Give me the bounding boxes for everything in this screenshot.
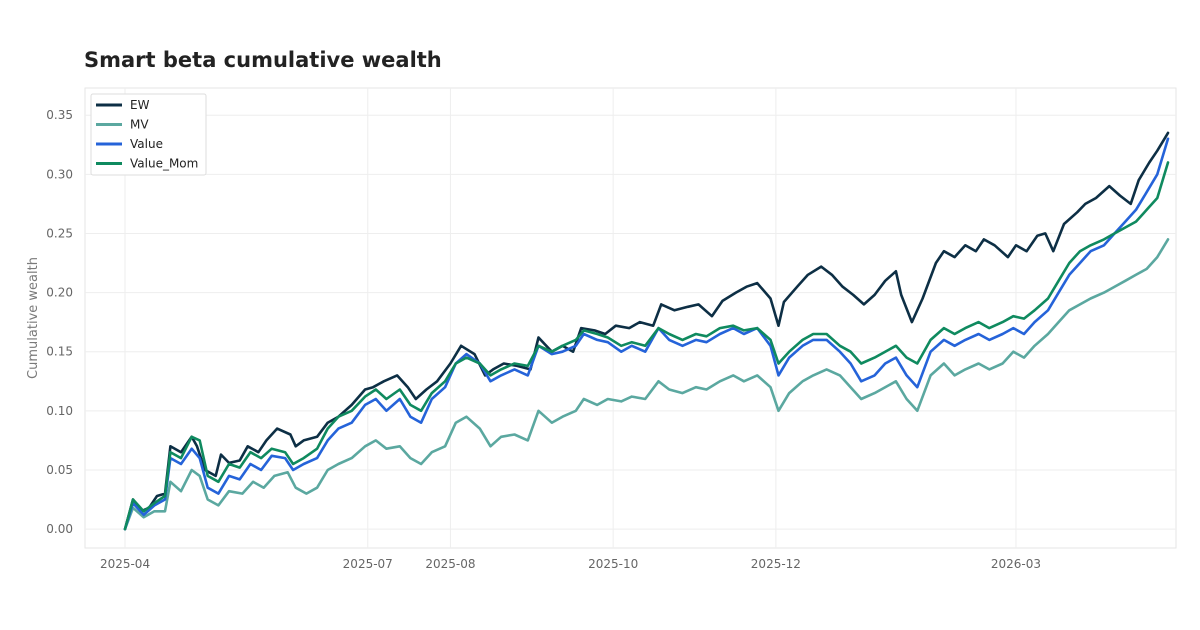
- y-tick-label: 0.10: [46, 404, 73, 418]
- legend-box: [90, 93, 207, 176]
- x-tick-label: 2025-12: [751, 557, 801, 571]
- series-line-value: [123, 137, 1170, 531]
- plot-area: [84, 87, 1177, 549]
- grid-layer: [85, 88, 1176, 548]
- y-axis-label: Cumulative wealth: [26, 257, 41, 379]
- legend-label: Value: [130, 137, 163, 151]
- chart-title: Smart beta cumulative wealth: [84, 48, 442, 72]
- series-line-ew: [123, 131, 1170, 531]
- y-tick-label: 0.25: [46, 226, 73, 240]
- x-tick-label: 2025-10: [588, 557, 638, 571]
- x-tick-label: 2025-04: [100, 557, 150, 571]
- tick-labels: 0.00 0.05 0.10 0.15 0.20 0.25 0.30 0.35 2025-04 2…: [46, 108, 1041, 571]
- y-tick-label: 0.00: [46, 522, 73, 536]
- series-line-mv: [123, 238, 1170, 531]
- legend: EW MV Value Value_Mom: [90, 93, 207, 176]
- y-tick-label: 0.30: [46, 167, 73, 181]
- x-tick-label: 2025-08: [425, 557, 475, 571]
- y-tick-label: 0.05: [46, 463, 73, 477]
- legend-label: MV: [130, 118, 149, 132]
- y-tick-label: 0.20: [46, 286, 73, 300]
- legend-label: EW: [130, 98, 150, 112]
- x-tick-label: 2025-07: [343, 557, 393, 571]
- series-lines: [123, 131, 1170, 531]
- y-tick-label: 0.35: [46, 108, 73, 122]
- y-tick-label: 0.15: [46, 345, 73, 359]
- legend-label: Value_Mom: [130, 157, 198, 171]
- x-tick-label: 2026-03: [991, 557, 1041, 571]
- series-line-value-mom: [123, 161, 1170, 531]
